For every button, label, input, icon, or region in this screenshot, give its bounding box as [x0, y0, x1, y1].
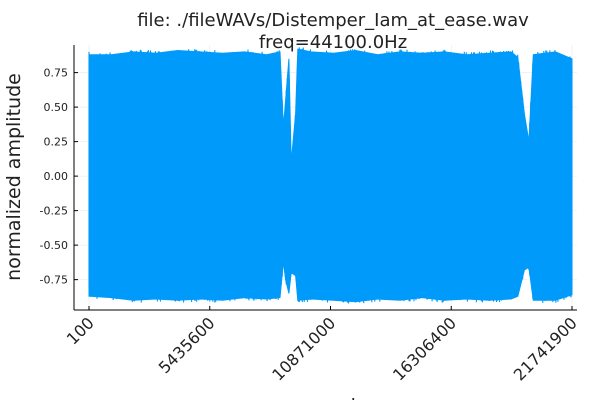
x-tick-label-3: 16306400 [389, 313, 460, 384]
y-axis-label: normalized amplitude [3, 73, 25, 281]
x-axis-label: sample [298, 395, 367, 400]
y-tick-label-1: 0.50 [44, 101, 69, 114]
waveform-fringe [88, 47, 573, 304]
x-tick-label-1: 5435600 [155, 313, 219, 377]
y-tick-label-2: 0.25 [44, 136, 69, 149]
y-tick-label-4: -0.25 [40, 205, 68, 218]
x-ticks: 100 5435600 10871000 16306400 21741900 [63, 306, 581, 384]
x-tick-label-0: 100 [63, 313, 98, 348]
y-ticks: 0.75 0.50 0.25 0.00 -0.25 -0.50 -0.75 [40, 67, 78, 287]
axes [73, 45, 577, 311]
y-tick-label-3: 0.00 [44, 170, 69, 183]
y-tick-label-6: -0.75 [40, 274, 68, 287]
x-tick-label-4: 21741900 [510, 313, 581, 384]
chart-title-line2: freq=44100.0Hz [259, 32, 407, 53]
x-tick-label-2: 10871000 [268, 313, 339, 384]
y-tick-label-5: -0.50 [40, 239, 68, 252]
y-tick-label-0: 0.75 [44, 67, 69, 80]
waveform-series [88, 47, 573, 304]
chart-title-line1: file: ./fileWAVs/Distemper_Iam_at_ease.w… [137, 10, 529, 31]
